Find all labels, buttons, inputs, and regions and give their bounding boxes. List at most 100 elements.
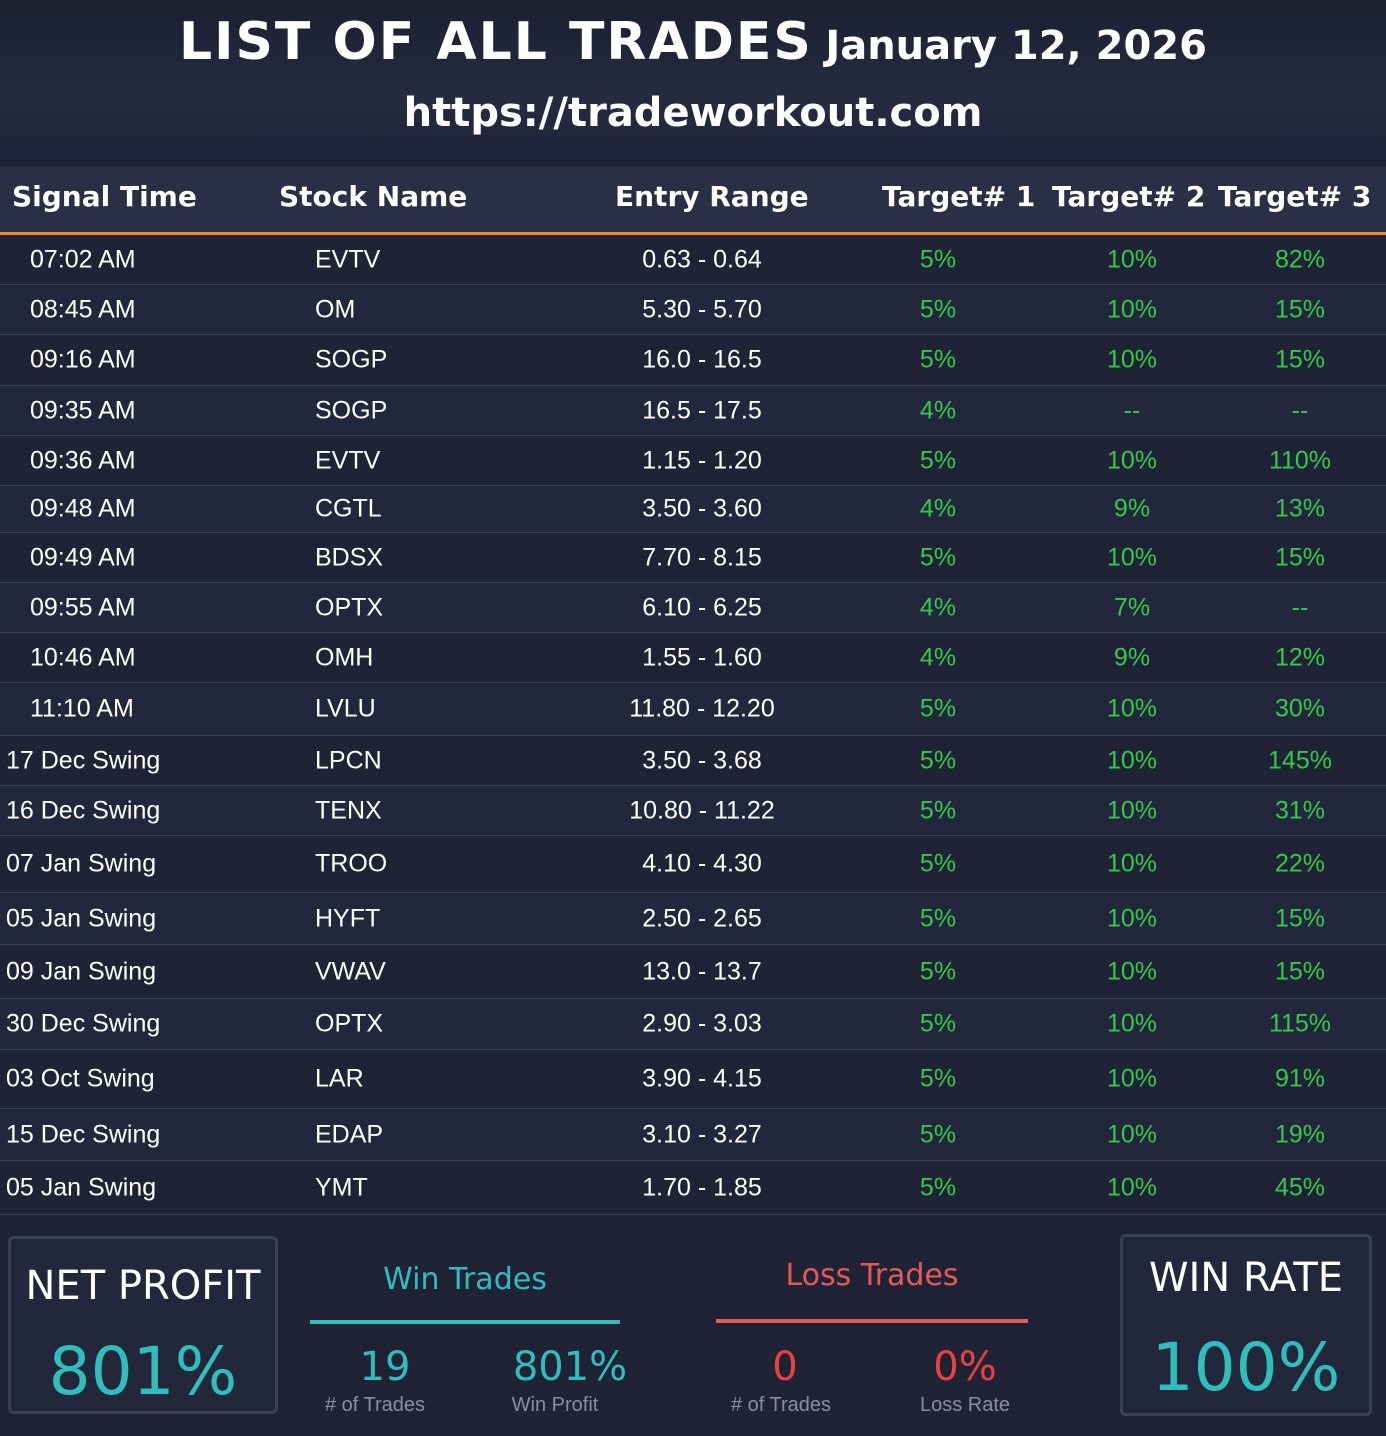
loss-count-caption: # of Trades — [730, 1394, 832, 1416]
stock-name-cell: LPCN — [315, 746, 382, 774]
signal-time-cell: 15 Dec Swing — [6, 1120, 161, 1148]
signal-time-cell: 09:55 AM — [30, 593, 136, 621]
stock-name-cell: VWAV — [315, 957, 386, 985]
target-2-cell: 10% — [1106, 849, 1158, 878]
target-3-cell: 13% — [1274, 494, 1326, 523]
target-3-cell: 91% — [1274, 1064, 1326, 1093]
entry-range-cell: 0.63 - 0.64 — [642, 245, 762, 273]
stock-name-cell: LAR — [315, 1064, 364, 1093]
entry-range-cell: 2.90 - 3.03 — [642, 1009, 762, 1038]
stock-name-cell: YMT — [315, 1173, 368, 1201]
column-header-entry-range: Entry Range — [615, 180, 809, 213]
target-3-cell: 15% — [1274, 904, 1326, 932]
win-rate-card: WIN RATE 100% — [1120, 1234, 1372, 1416]
target-1-cell: 5% — [919, 904, 957, 932]
table-row: 09:35 AM SOGP 16.5 - 17.5 4% -- -- — [0, 386, 1386, 436]
stock-name-cell: CGTL — [315, 494, 382, 523]
signal-time-cell: 17 Dec Swing — [6, 746, 161, 774]
table-row: 30 Dec Swing OPTX 2.90 - 3.03 5% 10% 115% — [0, 999, 1386, 1050]
win-rate-label: WIN RATE — [1148, 1255, 1344, 1301]
target-3-cell: 31% — [1274, 796, 1326, 824]
entry-range-cell: 3.10 - 3.27 — [642, 1120, 762, 1148]
target-3-cell: 110% — [1268, 446, 1332, 474]
entry-range-cell: 2.50 - 2.65 — [642, 904, 762, 932]
target-2-cell: 10% — [1106, 957, 1158, 985]
target-3-cell: 115% — [1268, 1009, 1332, 1038]
target-1-cell: 5% — [919, 694, 957, 723]
target-1-cell: 5% — [919, 295, 957, 323]
table-row: 10:46 AM OMH 1.55 - 1.60 4% 9% 12% — [0, 633, 1386, 683]
table-row: 09:48 AM CGTL 3.50 - 3.60 4% 9% 13% — [0, 486, 1386, 533]
entry-range-cell: 16.0 - 16.5 — [642, 345, 762, 374]
column-header-stock-name: Stock Name — [279, 180, 468, 213]
target-3-cell: 15% — [1274, 543, 1326, 571]
signal-time-cell: 05 Jan Swing — [6, 1173, 157, 1201]
entry-range-cell: 1.15 - 1.20 — [642, 446, 762, 474]
signal-time-cell: 10:46 AM — [30, 643, 136, 671]
target-2-cell: -- — [1123, 396, 1141, 424]
stock-name-cell: HYFT — [315, 904, 381, 932]
column-header-target-1: Target# 1 — [882, 180, 1036, 213]
signal-time-cell: 09:36 AM — [30, 446, 136, 474]
table-row: 07 Jan Swing TROO 4.10 - 4.30 5% 10% 22% — [0, 836, 1386, 893]
signal-time-cell: 07 Jan Swing — [6, 849, 157, 878]
target-2-cell: 10% — [1106, 1120, 1158, 1148]
signal-time-cell: 09 Jan Swing — [6, 957, 157, 985]
signal-time-cell: 30 Dec Swing — [6, 1009, 161, 1038]
entry-range-cell: 1.55 - 1.60 — [642, 643, 762, 671]
table-row: 09 Jan Swing VWAV 13.0 - 13.7 5% 10% 15% — [0, 945, 1386, 999]
target-1-cell: 4% — [919, 643, 957, 671]
table-row: 15 Dec Swing EDAP 3.10 - 3.27 5% 10% 19% — [0, 1109, 1386, 1161]
page-title: LIST OF ALL TRADES — [179, 12, 813, 72]
net-profit-card: NET PROFIT 801% — [8, 1236, 278, 1414]
table-row: 05 Jan Swing YMT 1.70 - 1.85 5% 10% 45% — [0, 1161, 1386, 1215]
stock-name-cell: TROO — [315, 849, 388, 878]
table-row: 09:16 AM SOGP 16.0 - 16.5 5% 10% 15% — [0, 335, 1386, 386]
target-1-cell: 5% — [919, 1173, 957, 1201]
target-1-cell: 5% — [919, 446, 957, 474]
target-2-cell: 10% — [1106, 245, 1158, 273]
target-2-cell: 10% — [1106, 345, 1158, 374]
entry-range-cell: 16.5 - 17.5 — [642, 396, 762, 424]
net-profit-value: 801% — [48, 1333, 238, 1410]
signal-time-cell: 08:45 AM — [30, 295, 136, 323]
table-row: 08:45 AM OM 5.30 - 5.70 5% 10% 15% — [0, 285, 1386, 335]
stock-name-cell: EVTV — [315, 245, 381, 273]
target-3-cell: 15% — [1274, 295, 1326, 323]
target-1-cell: 5% — [919, 746, 957, 774]
stock-name-cell: OMH — [315, 643, 374, 671]
signal-time-cell: 11:10 AM — [30, 694, 134, 723]
entry-range-cell: 3.50 - 3.60 — [642, 494, 762, 523]
table-row: 16 Dec Swing TENX 10.80 - 11.22 5% 10% 31% — [0, 786, 1386, 836]
target-3-cell: -- — [1291, 396, 1309, 424]
target-3-cell: 12% — [1274, 643, 1326, 671]
target-2-cell: 10% — [1106, 796, 1158, 824]
report-date: January 12, 2026 — [825, 23, 1207, 69]
target-3-cell: 15% — [1274, 345, 1326, 374]
page-header: LIST OF ALL TRADES January 12, 2026 http… — [0, 0, 1386, 160]
target-1-cell: 5% — [919, 1120, 957, 1148]
target-3-cell: 82% — [1274, 245, 1326, 273]
column-header-signal-time: Signal Time — [12, 180, 197, 213]
loss-count: 0 — [772, 1344, 798, 1390]
entry-range-cell: 13.0 - 13.7 — [642, 957, 762, 985]
target-2-cell: 10% — [1106, 746, 1158, 774]
signal-time-cell: 16 Dec Swing — [6, 796, 161, 824]
loss-rate-caption: Loss Rate — [919, 1394, 1011, 1416]
target-1-cell: 4% — [919, 593, 957, 621]
target-2-cell: 10% — [1106, 543, 1158, 571]
target-3-cell: 145% — [1268, 746, 1332, 774]
win-count-caption: # of Trades — [324, 1394, 426, 1416]
stock-name-cell: EDAP — [315, 1120, 384, 1148]
target-2-cell: 10% — [1106, 1009, 1158, 1038]
target-1-cell: 5% — [919, 796, 957, 824]
win-rate-value: 100% — [1151, 1329, 1341, 1406]
win-trades-label: Win Trades — [383, 1262, 547, 1297]
target-3-cell: -- — [1291, 593, 1309, 621]
entry-range-cell: 10.80 - 11.22 — [629, 796, 775, 824]
entry-range-cell: 6.10 - 6.25 — [642, 593, 762, 621]
table-row: 07:02 AM EVTV 0.63 - 0.64 5% 10% 82% — [0, 235, 1386, 285]
entry-range-cell: 5.30 - 5.70 — [642, 295, 762, 323]
win-profit: 801% — [512, 1344, 628, 1390]
title-line: LIST OF ALL TRADES January 12, 2026 — [0, 12, 1386, 72]
